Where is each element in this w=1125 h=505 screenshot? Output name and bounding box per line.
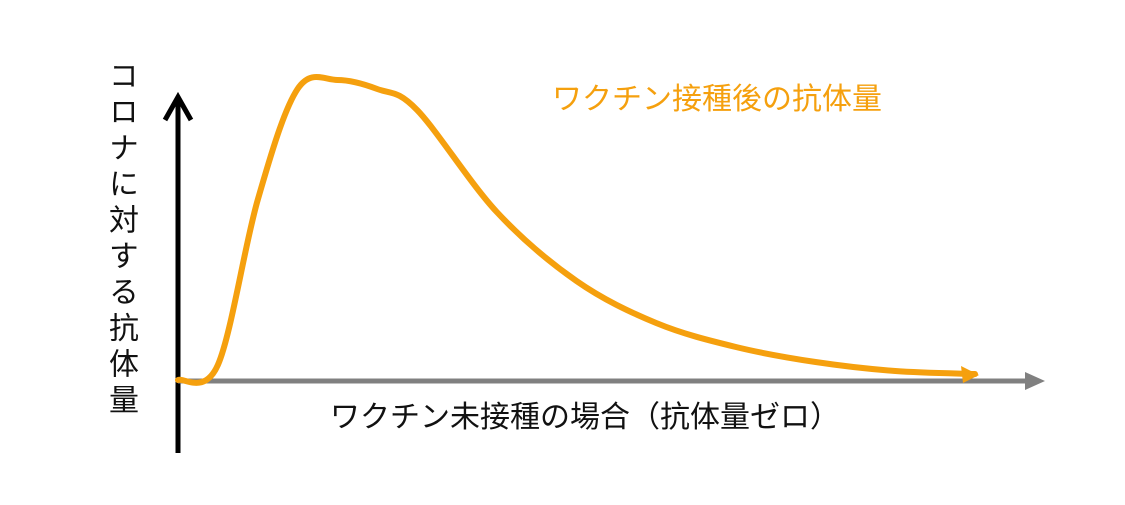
vaccinated-curve-arrowhead (961, 366, 979, 383)
vaccinated-curve (175, 74, 978, 386)
vaccinated-series-line (175, 74, 979, 386)
vaccinated-series-label: ワクチン接種後の抗体量 (552, 82, 882, 117)
y-axis-arrowhead (162, 91, 194, 122)
unvaccinated-series-label: ワクチン未接種の場合（抗体量ゼロ） (330, 400, 840, 435)
y-axis-label: コロナに対する抗体量 (103, 60, 138, 420)
x-axis-arrowhead (1025, 372, 1045, 390)
